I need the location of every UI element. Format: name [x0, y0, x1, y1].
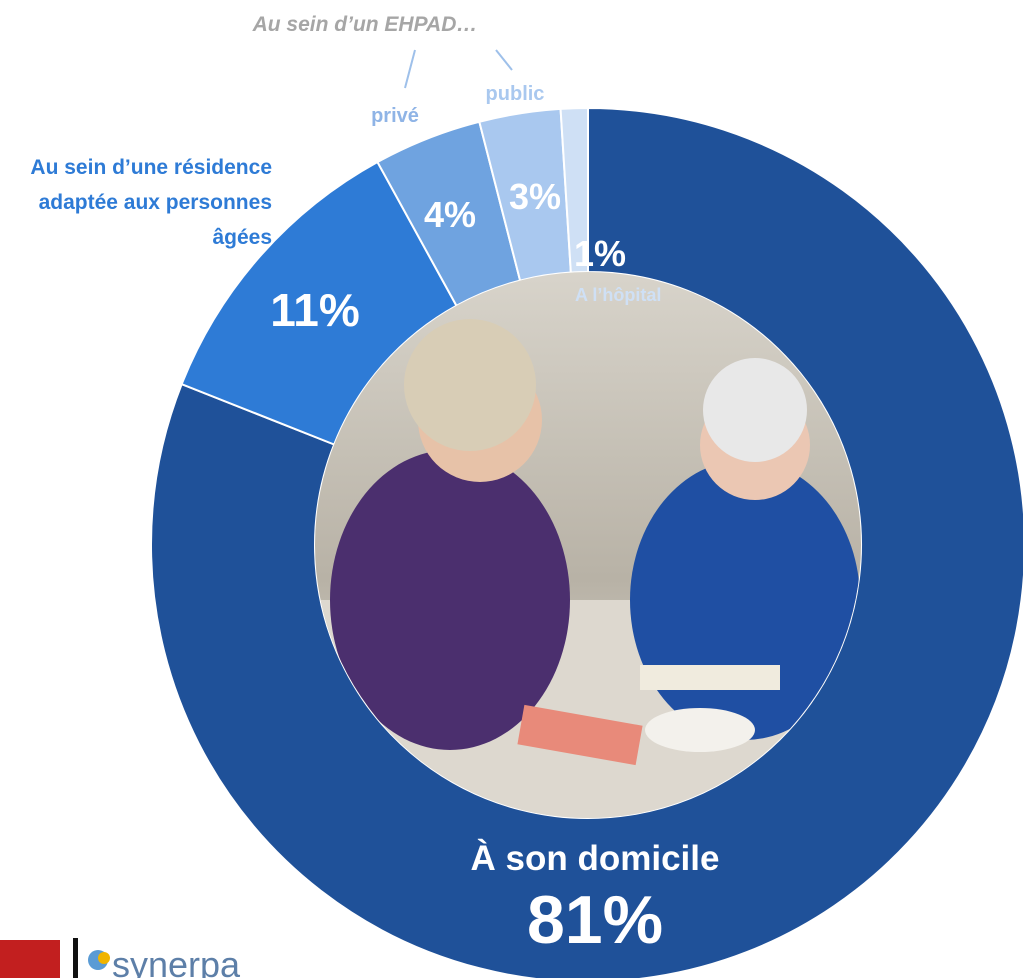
category-label: À son domicile — [470, 839, 720, 878]
logo-mark — [0, 940, 60, 978]
value-label: 81% — [526, 882, 664, 958]
photo — [315, 272, 861, 818]
category-label: Au sein d’une résidence adaptée aux pers… — [30, 156, 272, 249]
value-label: 3% — [508, 176, 562, 217]
leader-line — [404, 49, 416, 89]
annotation: Au sein d’un EHPAD… — [252, 13, 478, 36]
leader-line — [495, 49, 513, 71]
category-label: public — [485, 83, 545, 105]
category-label: privé — [371, 105, 419, 127]
logo-separator — [73, 938, 78, 978]
value-label: 11% — [270, 284, 360, 336]
value-label: 1% — [573, 233, 627, 274]
logo-text: synerpa — [112, 944, 241, 978]
category-label: A l’hôpital — [575, 285, 662, 305]
logo-icon — [98, 952, 110, 964]
value-label: 4% — [423, 194, 477, 235]
